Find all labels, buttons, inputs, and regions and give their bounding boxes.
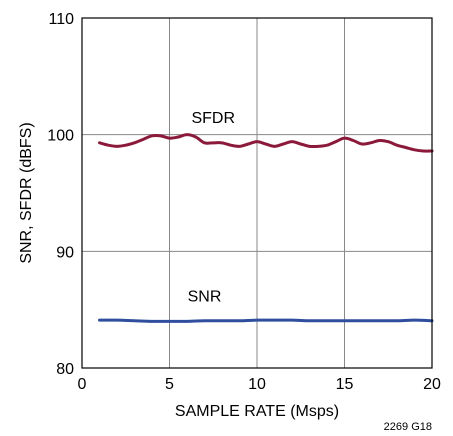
x-tick-label: 20 [423,376,441,393]
series-annotation-sfdr: SFDR [191,110,235,127]
plot-frame [81,17,433,369]
x-tick-label: 0 [78,376,87,393]
series-annotation-snr: SNR [188,289,222,306]
y-tick-label: 80 [56,361,74,378]
tick-labels: 0 5 10 15 20 80 90 100 110 [47,11,441,393]
y-tick-label: 110 [48,11,74,28]
figure-code: 2269 G18 [384,421,432,433]
series-lines [98,133,434,323]
y-tick-label: 100 [47,128,74,145]
x-tick-label: 5 [165,376,174,393]
series-line-sfdr [98,133,434,153]
x-tick-label: 15 [336,376,354,393]
series-annotations: SFDR SNR [188,110,235,306]
y-tick-label: 90 [56,244,74,261]
grid-lines [82,18,432,368]
x-tick-label: 10 [248,376,266,393]
y-axis-label: SNR, SFDR (dBFS) [18,122,35,263]
x-axis-label: SAMPLE RATE (Msps) [175,403,339,420]
series-line-snr [98,318,434,323]
